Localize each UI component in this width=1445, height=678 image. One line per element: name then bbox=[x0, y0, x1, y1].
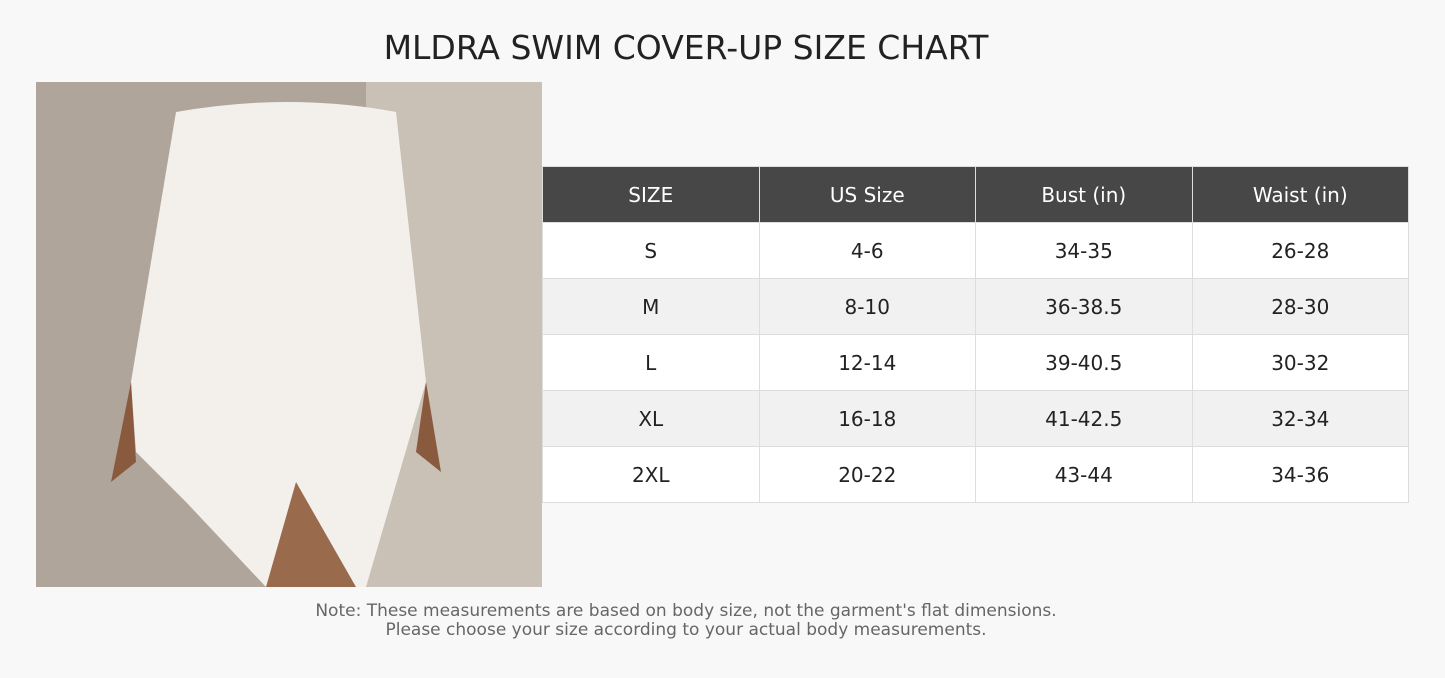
note-line: Please choose your size according to you… bbox=[385, 620, 987, 640]
cell: 8-10 bbox=[758, 278, 976, 335]
cell: 12-14 bbox=[758, 334, 976, 391]
row: M 8-10 36-38.5 28-30 bbox=[542, 278, 1409, 335]
cell: L bbox=[542, 334, 760, 391]
cell: XL bbox=[542, 390, 760, 447]
cell: 39-40.5 bbox=[975, 334, 1193, 391]
cell: S bbox=[542, 222, 760, 279]
cell: 36-38.5 bbox=[975, 278, 1193, 335]
cell: M bbox=[542, 278, 760, 335]
cell: 41-42.5 bbox=[975, 390, 1193, 447]
cell: 34-35 bbox=[975, 222, 1193, 279]
row: L 12-14 39-40.5 30-32 bbox=[542, 334, 1409, 391]
cell: 43-44 bbox=[975, 446, 1193, 503]
header-cell: Waist (in) bbox=[1191, 166, 1409, 223]
cell: 34-36 bbox=[1191, 446, 1409, 503]
product-photo bbox=[36, 82, 542, 587]
cell: 26-28 bbox=[1191, 222, 1409, 279]
note-line: Note: These measurements are based on bo… bbox=[315, 601, 1057, 621]
row: XL 16-18 41-42.5 32-34 bbox=[542, 390, 1409, 447]
cell: 4-6 bbox=[758, 222, 976, 279]
cell: 32-34 bbox=[1191, 390, 1409, 447]
cell: 20-22 bbox=[758, 446, 976, 503]
row: 2XL 20-22 43-44 34-36 bbox=[542, 446, 1409, 503]
cell: 16-18 bbox=[758, 390, 976, 447]
header-cell: SIZE bbox=[542, 166, 760, 223]
row: S 4-6 34-35 26-28 bbox=[542, 222, 1409, 279]
header-cell: Bust (in) bbox=[975, 166, 1193, 223]
header-cell: US Size bbox=[758, 166, 976, 223]
size-table: SIZE US Size Bust (in) Waist (in) S 4-6 34-35… bbox=[542, 166, 1409, 503]
note: Note: These measurements are based on bo… bbox=[0, 602, 1372, 640]
title: MLDRA SWIM COVER-UP SIZE CHART bbox=[383, 28, 989, 67]
cell: 30-32 bbox=[1191, 334, 1409, 391]
cell: 2XL bbox=[542, 446, 760, 503]
cell: 28-30 bbox=[1191, 278, 1409, 335]
